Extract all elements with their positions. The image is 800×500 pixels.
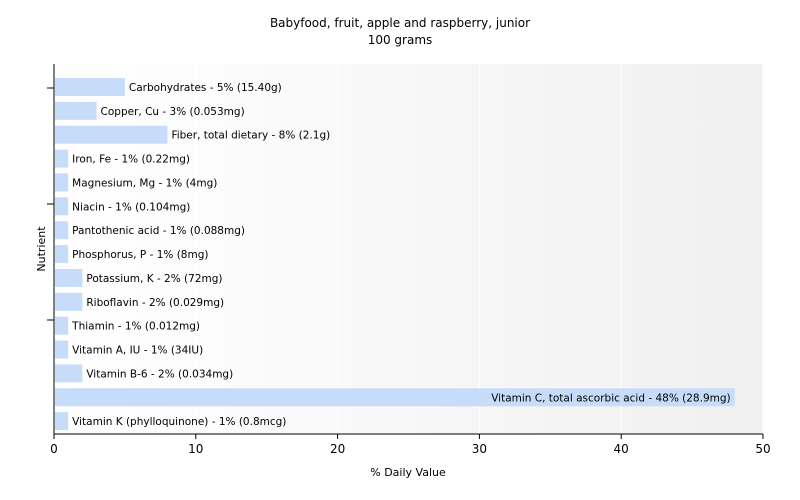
- bar: [55, 292, 83, 311]
- bar-label: Vitamin A, IU - 1% (34IU): [72, 345, 203, 357]
- bar: [55, 221, 69, 240]
- chart-title: Babyfood, fruit, apple and raspberry, ju…: [270, 16, 530, 30]
- bars: Carbohydrates - 5% (15.40g) Copper, Cu - …: [55, 78, 735, 431]
- bar: [55, 101, 97, 120]
- bar-label: Thiamin - 1% (0.012mg): [71, 321, 200, 333]
- x-tick-label: 10: [188, 442, 203, 456]
- bar-label: Vitamin B-6 - 2% (0.034mg): [86, 368, 233, 380]
- bar: [55, 245, 69, 264]
- bar-label: Riboflavin - 2% (0.029mg): [86, 297, 224, 309]
- x-tick-label: 30: [472, 442, 487, 456]
- x-tick-labels: 0 10 20 30 40 50: [50, 442, 770, 456]
- bar: [55, 340, 69, 359]
- x-axis-title: % Daily Value: [370, 466, 446, 479]
- bar: [55, 197, 69, 216]
- bar-label: Vitamin K (phylloquinone) - 1% (0.8mcg): [72, 416, 286, 428]
- bar-label: Pantothenic acid - 1% (0.088mg): [72, 225, 245, 237]
- chart-subtitle: 100 grams: [368, 33, 433, 47]
- bar: [55, 125, 168, 144]
- bar: [55, 316, 69, 335]
- x-tick-label: 20: [330, 442, 345, 456]
- bar-label: Niacin - 1% (0.104mg): [72, 201, 190, 213]
- bar: [55, 364, 83, 383]
- bar-label: Magnesium, Mg - 1% (4mg): [72, 177, 217, 189]
- x-tick-label: 40: [614, 442, 629, 456]
- bar-label: Potassium, K - 2% (72mg): [86, 273, 222, 285]
- y-axis-title: Nutrient: [35, 226, 48, 272]
- plot-area: [54, 64, 763, 434]
- bar: [55, 412, 69, 431]
- x-tick-label: 50: [755, 442, 770, 456]
- bar-label: Phosphorus, P - 1% (8mg): [72, 249, 208, 261]
- bar: [55, 268, 83, 287]
- axes: [47, 64, 764, 439]
- bar-label: Vitamin C, total ascorbic acid - 48% (28…: [491, 392, 730, 404]
- bar-label: Iron, Fe - 1% (0.22mg): [72, 154, 190, 166]
- bar-label: Carbohydrates - 5% (15.40g): [129, 82, 282, 94]
- bar: [55, 78, 125, 96]
- bar: [55, 173, 69, 192]
- gridlines: [195, 64, 764, 434]
- bar: [55, 388, 735, 407]
- bar-label: Fiber, total dietary - 8% (2.1g): [171, 130, 330, 142]
- x-tick-label: 0: [50, 442, 58, 456]
- bar-label: Copper, Cu - 3% (0.053mg): [101, 106, 245, 118]
- bar: [55, 149, 69, 168]
